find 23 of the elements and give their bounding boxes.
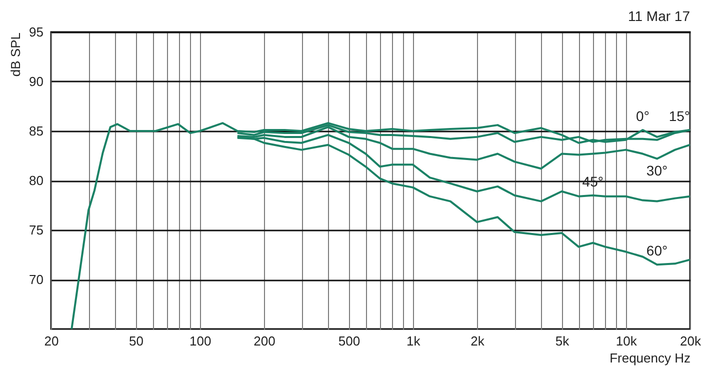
y-tick-label: 75 bbox=[29, 222, 44, 238]
x-tick-label: 500 bbox=[338, 334, 360, 348]
x-tick-label: 5k bbox=[555, 334, 570, 348]
x-axis-title: Frequency Hz bbox=[610, 350, 690, 366]
x-tick-label: 20k bbox=[680, 334, 702, 348]
y-tick-label: 80 bbox=[29, 173, 44, 188]
x-tick-label: 50 bbox=[129, 334, 144, 348]
text: 11 Mar 17 bbox=[628, 8, 690, 24]
y-tick-label: 70 bbox=[29, 272, 44, 287]
annotation: 30° bbox=[646, 162, 668, 179]
y-tick-label: 85 bbox=[29, 124, 44, 138]
x-tick-label: 10k bbox=[616, 334, 638, 348]
annotation: 15° bbox=[668, 108, 690, 124]
x-tick-label: 100 bbox=[190, 334, 212, 348]
annotation: 0° bbox=[636, 108, 650, 124]
x-tick-label: 2k bbox=[470, 334, 485, 348]
y-tick-label: 95 bbox=[29, 24, 44, 40]
y-tick-label: 90 bbox=[29, 74, 44, 89]
x-tick-label: 200 bbox=[254, 334, 276, 348]
y-axis-title: dB SPL bbox=[8, 32, 24, 77]
x-tick-label: 1k bbox=[406, 334, 421, 348]
x-tick-label: 20 bbox=[44, 334, 59, 348]
annotation: 60° bbox=[646, 242, 668, 259]
